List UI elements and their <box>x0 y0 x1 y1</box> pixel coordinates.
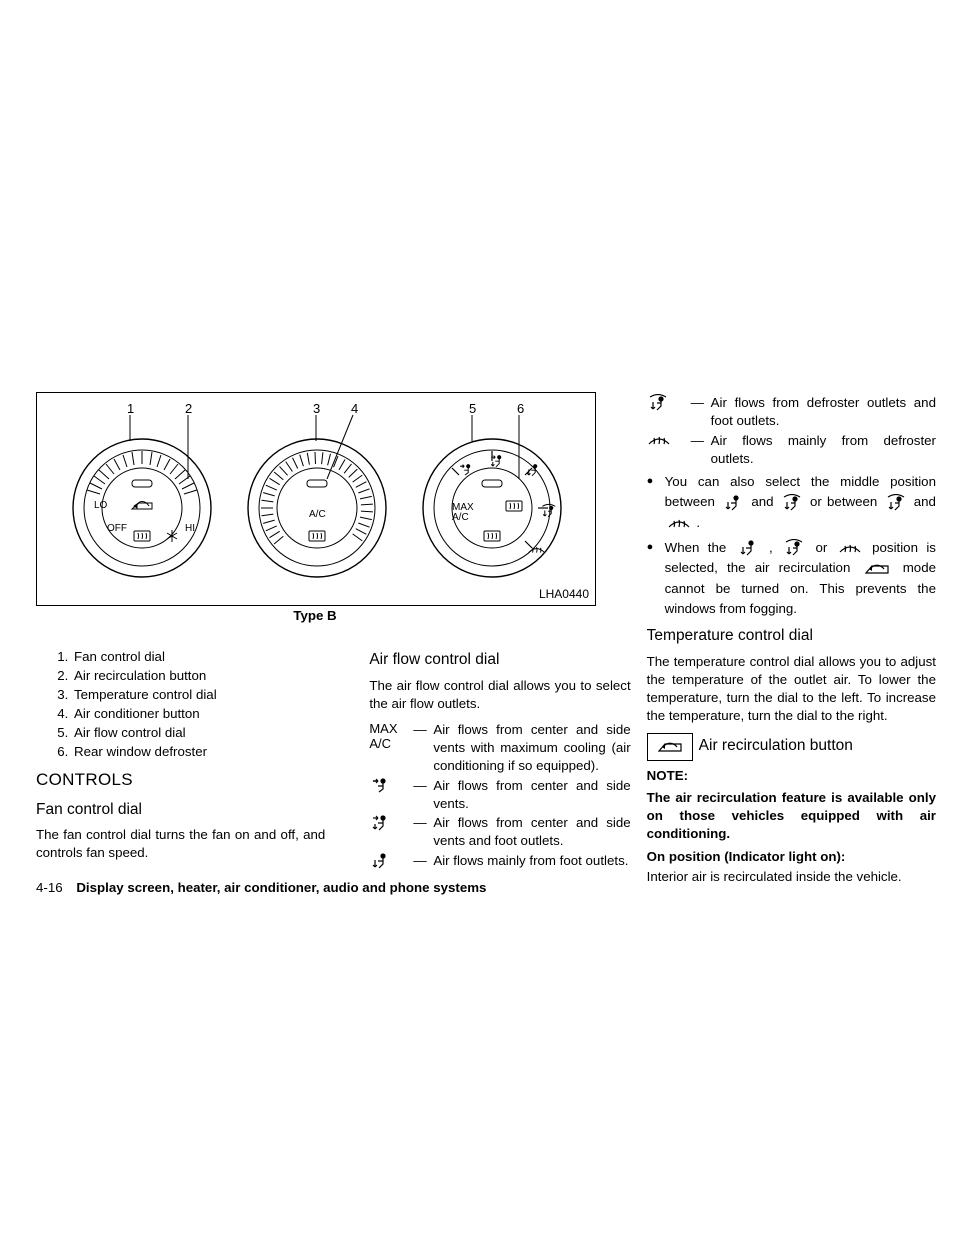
callout-6: 6 <box>517 401 524 416</box>
figure-wrap: 1 2 3 4 5 6 LO OFF HI A/C MAX A/C <box>36 392 936 644</box>
label-off: OFF <box>107 523 127 534</box>
label-ac2: A/C <box>452 512 469 523</box>
maxac-text: MAX A/C <box>369 721 397 752</box>
airflow-row: — Air flows from center and side vents. <box>369 777 630 813</box>
label-ac: A/C <box>309 509 326 520</box>
fan-heading: Fan control dial <box>36 800 325 821</box>
airflow-row: — Air flows from center and side vents a… <box>369 814 630 850</box>
legend-item: Fan control dial <box>72 648 325 666</box>
dash: — <box>413 721 433 739</box>
note-text: The air recirculation feature is availab… <box>647 789 936 843</box>
recirc-button-icon <box>647 733 693 761</box>
foot-icon <box>369 852 413 870</box>
airflow-desc: Air flows from center and side vents wit… <box>433 721 630 775</box>
label-maxac: MAX A/C <box>452 503 474 523</box>
legend-item: Temperature control dial <box>72 686 325 704</box>
on-position-text: Interior air is recirculated inside the … <box>647 868 936 886</box>
face-icon <box>369 777 413 793</box>
callout-3: 3 <box>313 401 320 416</box>
dash: — <box>413 852 433 870</box>
legend-item: Rear window defroster <box>72 743 325 761</box>
content-area: 1 2 3 4 5 6 LO OFF HI A/C MAX A/C <box>36 392 936 894</box>
footer-title: Display screen, heater, air conditioner,… <box>76 880 486 895</box>
fan-paragraph: The fan control dial turns the fan on an… <box>36 826 325 862</box>
airflow-row: — Air flows mainly from foot outlets. <box>369 852 630 870</box>
figure-type-label: Type B <box>36 608 594 623</box>
dash: — <box>413 777 433 795</box>
column-1: Fan control dial Air recirculation butto… <box>36 644 325 894</box>
callout-1: 1 <box>127 401 134 416</box>
airflow-desc: Air flows from center and side vents. <box>433 777 630 813</box>
legend-item: Air flow control dial <box>72 724 325 742</box>
airflow-symbol-maxac: MAX A/C <box>369 721 413 752</box>
legend-item: Air recirculation button <box>72 667 325 685</box>
face-foot-icon <box>369 814 413 832</box>
recirc-heading-row: Air recirculation button <box>647 733 936 761</box>
controls-heading: CONTROLS <box>36 769 325 792</box>
callout-2: 2 <box>185 401 192 416</box>
columns: Fan control dial Air recirculation butto… <box>36 644 936 894</box>
page-footer: 4-16 Display screen, heater, air conditi… <box>36 880 486 895</box>
column-2: Air flow control dial The air flow contr… <box>341 644 630 894</box>
figure-code: LHA0440 <box>539 587 589 601</box>
airflow-paragraph: The air flow control dial allows you to … <box>369 677 630 713</box>
legend-list: Fan control dial Air recirculation butto… <box>36 648 325 761</box>
callout-5: 5 <box>469 401 476 416</box>
diagram-box: 1 2 3 4 5 6 LO OFF HI A/C MAX A/C <box>36 392 596 606</box>
airflow-row: MAX A/C — Air flows from center and side… <box>369 721 630 775</box>
label-hi: HI <box>185 523 195 534</box>
label-lo: LO <box>94 500 107 511</box>
airflow-desc: Air flows from center and side vents and… <box>433 814 630 850</box>
dash: — <box>413 814 433 832</box>
dials-svg <box>37 393 595 605</box>
page-number: 4-16 <box>36 880 63 895</box>
airflow-desc: Air flows mainly from foot outlets. <box>433 852 630 870</box>
temp-paragraph: The temperature control dial allows you … <box>647 653 936 725</box>
airflow-heading: Air flow control dial <box>369 650 630 671</box>
callout-4: 4 <box>351 401 358 416</box>
legend-item: Air conditioner button <box>72 705 325 723</box>
on-position-heading: On position (Indicator light on): <box>647 848 936 866</box>
recirc-heading: Air recirculation button <box>699 736 853 757</box>
page: 1 2 3 4 5 6 LO OFF HI A/C MAX A/C <box>0 0 954 1235</box>
note-label: NOTE: <box>647 767 936 785</box>
